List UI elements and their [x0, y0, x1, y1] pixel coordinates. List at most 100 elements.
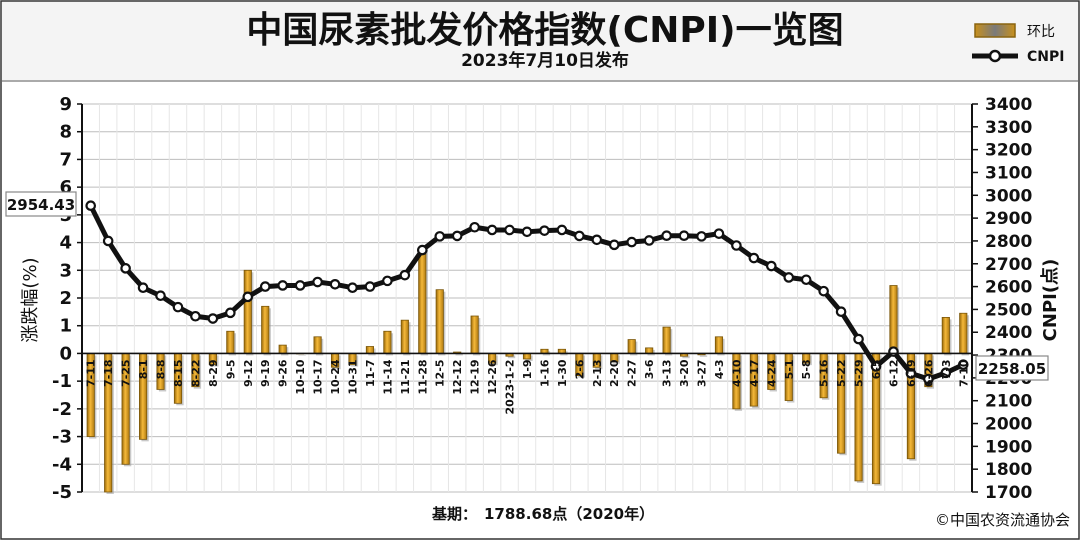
cnpi-point-8-22 [190, 310, 201, 322]
x-tick-label-8-29: 8-29 [207, 359, 220, 387]
x-tick-label-1-30: 1-30 [556, 359, 569, 387]
y-left-tick-label: 4 [59, 233, 72, 254]
cnpi-point-11-28 [416, 244, 428, 256]
x-tick-label-2-13: 2-13 [591, 359, 604, 387]
x-tick-label-8-15: 8-15 [172, 359, 185, 387]
y-right-tick-label: 3400 [985, 95, 1032, 115]
header-band [2, 2, 1078, 80]
cnpi-point-8-8 [155, 290, 166, 302]
cnpi-point-11-21 [399, 269, 411, 281]
cnpi-point-2-20 [608, 239, 620, 251]
cnpi-point-2-27 [626, 236, 638, 248]
gridlines [81, 103, 973, 493]
cnpi-point-11-7 [364, 281, 376, 292]
cnpi-point-7-10 [957, 359, 969, 370]
x-tick-label-9-5: 9-5 [224, 359, 237, 379]
bar-11-21 [400, 319, 409, 354]
cnpi-point-3-27 [696, 231, 707, 242]
y-right-tick-label: 2000 [985, 415, 1032, 435]
y-right-tick-label: 3000 [985, 186, 1032, 206]
bar-2-27 [627, 339, 636, 354]
cnpi-point-4-24 [766, 260, 777, 272]
y-right-tick-label: 1700 [985, 483, 1032, 503]
x-tick-label-8-8: 8-8 [155, 359, 168, 379]
bar-9-26 [278, 344, 287, 354]
x-tick-label-5-1: 5-1 [783, 359, 796, 379]
legend-line-label: CNPI [1027, 49, 1064, 65]
x-tick-label-4-3: 4-3 [713, 359, 726, 379]
legend: 环比 CNPI [972, 23, 1064, 65]
callout-last: 2258.05 [975, 355, 1049, 381]
cnpi-point-8-15 [172, 301, 184, 313]
bar-7-10 [959, 312, 968, 354]
cnpi-point-12-12 [451, 230, 463, 242]
x-tick-label-9-12: 9-12 [242, 359, 255, 387]
x-tick-label-11-7: 11-7 [364, 359, 377, 387]
y-left-axis-title: 涨跌幅(%) [20, 257, 41, 342]
y-left-tick-label: 0 [59, 343, 72, 364]
x-tick-label-8-22: 8-22 [189, 359, 202, 387]
bar-shadow [699, 355, 708, 357]
x-tick-label-5-16: 5-16 [818, 359, 831, 387]
y-right-tick-label: 3300 [985, 118, 1032, 138]
x-tick-label-2023-1-2: 2023-1-2 [504, 359, 517, 414]
bar-11-14 [383, 330, 392, 354]
cnpi-point-10-10 [294, 280, 306, 291]
y-left-tick-label: 1 [59, 316, 72, 337]
cnpi-point-12-26 [486, 224, 498, 236]
x-tick-label-11-21: 11-21 [399, 359, 412, 394]
cnpi-point-3-13 [661, 230, 672, 241]
bar-9-12 [243, 269, 252, 354]
cnpi-point-7-25 [120, 263, 131, 274]
bar-3-6 [645, 347, 654, 354]
legend-bar-label: 环比 [1027, 24, 1055, 40]
y-right-tick-label: 2800 [985, 232, 1032, 252]
cnpi-point-3-6 [643, 235, 655, 246]
callout-last-value: 2258.05 [978, 360, 1046, 378]
cnpi-point-9-19 [259, 281, 271, 292]
x-tick-label-12-26: 12-26 [486, 359, 499, 395]
footer-base-value: 1788.68点（2020年） [484, 505, 654, 523]
y-right-tick-label: 2500 [985, 300, 1032, 320]
cnpi-point-6-19 [905, 368, 917, 379]
bar-9-5 [226, 330, 235, 354]
x-tick-label-5-29: 5-29 [853, 359, 866, 387]
x-tick-label-6-19: 6-19 [905, 359, 918, 387]
x-tick-label-7-18: 7-18 [102, 359, 115, 387]
y-right-tick-label: 1800 [985, 460, 1032, 480]
y-left-tick-label: 9 [59, 94, 72, 115]
chart-title: 中国尿素批发价格指数(CNPI)一览图 [246, 10, 843, 51]
cnpi-point-6-26 [923, 373, 934, 385]
bar-11-28 [418, 247, 427, 354]
bar-11-7 [365, 346, 375, 354]
chart-subtitle: 2023年7月10日发布 [461, 50, 629, 71]
y-right-tick-label: 2700 [985, 255, 1032, 275]
bar-shadow [455, 354, 463, 356]
y-left-tick-label: -4 [52, 454, 72, 475]
cnpi-point-5-29 [853, 333, 864, 345]
x-tick-label-10-10: 10-10 [294, 359, 307, 395]
x-tick-label-3-27: 3-27 [696, 359, 709, 387]
y-left-tick-label: -2 [52, 399, 72, 420]
x-tick-label-6-5: 6-5 [870, 359, 883, 379]
cnpi-point-3-20 [678, 230, 690, 241]
x-tick-label-3-13: 3-13 [661, 359, 674, 387]
y-right-tick-label: 2400 [985, 323, 1032, 343]
y-left-tick-label: -5 [52, 482, 72, 503]
cnpi-point-2023-1-2 [504, 224, 515, 236]
bar-12-5 [435, 289, 444, 354]
x-tick-label-1-16: 1-16 [538, 359, 551, 387]
x-tick-label-10-17: 10-17 [312, 359, 325, 394]
cnpi-point-1-30 [556, 224, 568, 236]
bar-10-17 [313, 336, 322, 354]
x-tick-label-4-24: 4-24 [765, 359, 778, 387]
cnpi-point-12-19 [469, 221, 480, 233]
legend-bar-swatch [974, 23, 1016, 38]
bar-3-13 [662, 326, 671, 354]
line-series [85, 200, 969, 385]
bar-shadow [682, 355, 690, 359]
x-tick-label-7-3: 7-3 [940, 359, 953, 379]
x-tick-label-2-20: 2-20 [608, 359, 621, 387]
footer-base-label: 基期： [431, 505, 477, 523]
cnpi-point-4-17 [748, 252, 760, 264]
